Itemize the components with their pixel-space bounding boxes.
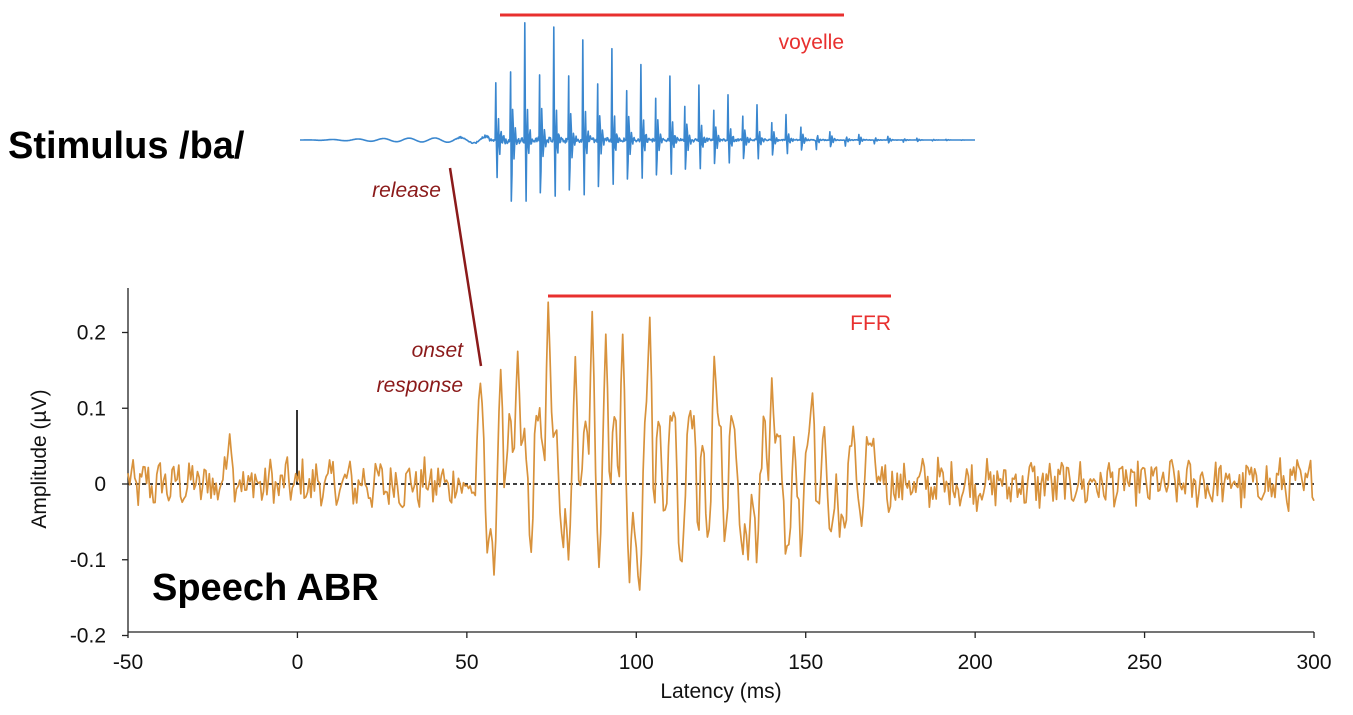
y-tick-label: 0.2 <box>77 322 106 345</box>
stimulus-waveform <box>299 22 976 202</box>
x-tick-label: 300 <box>1296 651 1331 674</box>
x-ticks: -50 0 50 100 150 200 250 300 <box>113 632 1332 674</box>
x-tick-label: 100 <box>619 651 654 674</box>
y-axis-title: Amplitude (µV) <box>28 389 51 528</box>
ffr-label: FFR <box>850 312 891 335</box>
release-label: release <box>372 179 441 202</box>
x-tick-label: 200 <box>958 651 993 674</box>
x-axis-title: Latency (ms) <box>660 680 781 703</box>
abr-waveform <box>127 301 1315 591</box>
x-tick-label: 50 <box>455 651 478 674</box>
x-tick-label: 250 <box>1127 651 1162 674</box>
abr-title: Speech ABR <box>152 567 379 609</box>
release-onset-connector <box>448 167 483 367</box>
onset-label: onset <box>412 339 465 362</box>
voyelle-label: voyelle <box>779 31 844 54</box>
y-ticks: -0.2 -0.1 0 0.1 0.2 <box>70 322 128 648</box>
abr-plot: -0.2 -0.1 0 0.1 0.2 -50 0 50 100 150 200 250 300 FF… <box>28 288 1332 703</box>
response-label: response <box>377 374 463 397</box>
x-tick-label: 0 <box>292 651 304 674</box>
stimulus-panel: Stimulus /ba/ voyelle <box>8 13 976 202</box>
x-tick-label: 150 <box>788 651 823 674</box>
x-tick-label: -50 <box>113 651 143 674</box>
y-tick-label: 0.1 <box>77 397 106 420</box>
stimulus-title: Stimulus /ba/ <box>8 125 245 167</box>
y-tick-label: -0.2 <box>70 625 106 648</box>
y-tick-label: 0 <box>94 473 106 496</box>
y-tick-label: -0.1 <box>70 549 106 572</box>
